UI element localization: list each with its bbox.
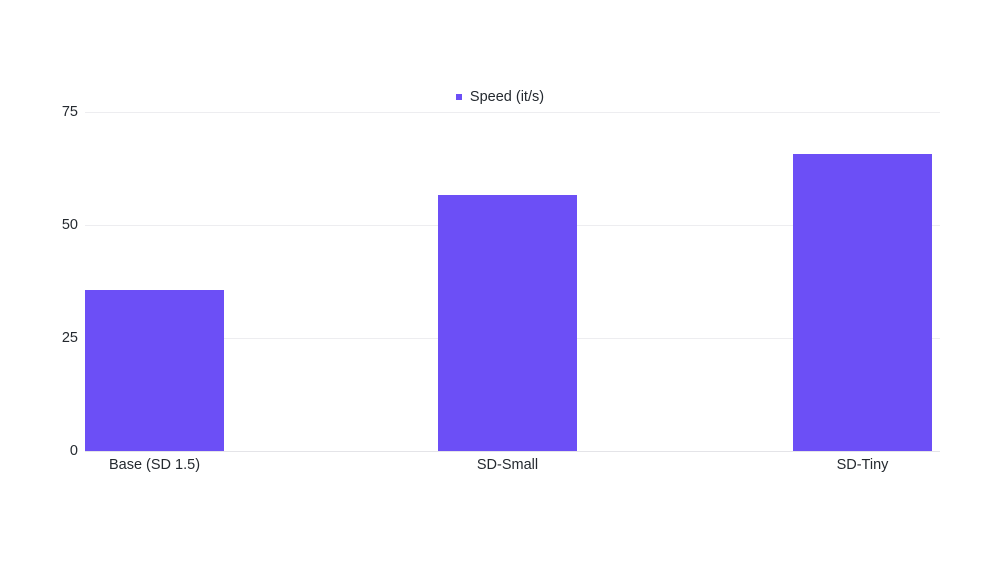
square-marker-icon [455,94,462,100]
gridline-75 [85,112,940,113]
y-axis-tick-label: 75 [61,103,78,120]
x-axis-tick-label: SD-Small [476,457,539,473]
x-axis-tick-label: SD-Tiny [836,457,889,473]
x-axis-tick-label: Base (SD 1.5) [108,457,201,473]
bar-series-speed [85,112,940,451]
y-axis-tick-label: 0 [69,442,78,459]
x-axis: Base (SD 1.5) SD-Small SD-Tiny [85,456,940,480]
y-axis-tick-label: 50 [61,216,78,233]
bar-1[interactable] [438,194,577,451]
y-axis-tick-label: 25 [61,329,78,346]
gridline-0 [85,451,940,452]
bar-0[interactable] [85,289,224,451]
bar-2[interactable] [793,154,932,451]
y-axis: 0 25 50 75 [0,105,78,458]
chart-legend: Speed (it/s) [0,86,1000,108]
legend-item-label-speed[interactable]: Speed (it/s) [469,88,545,105]
